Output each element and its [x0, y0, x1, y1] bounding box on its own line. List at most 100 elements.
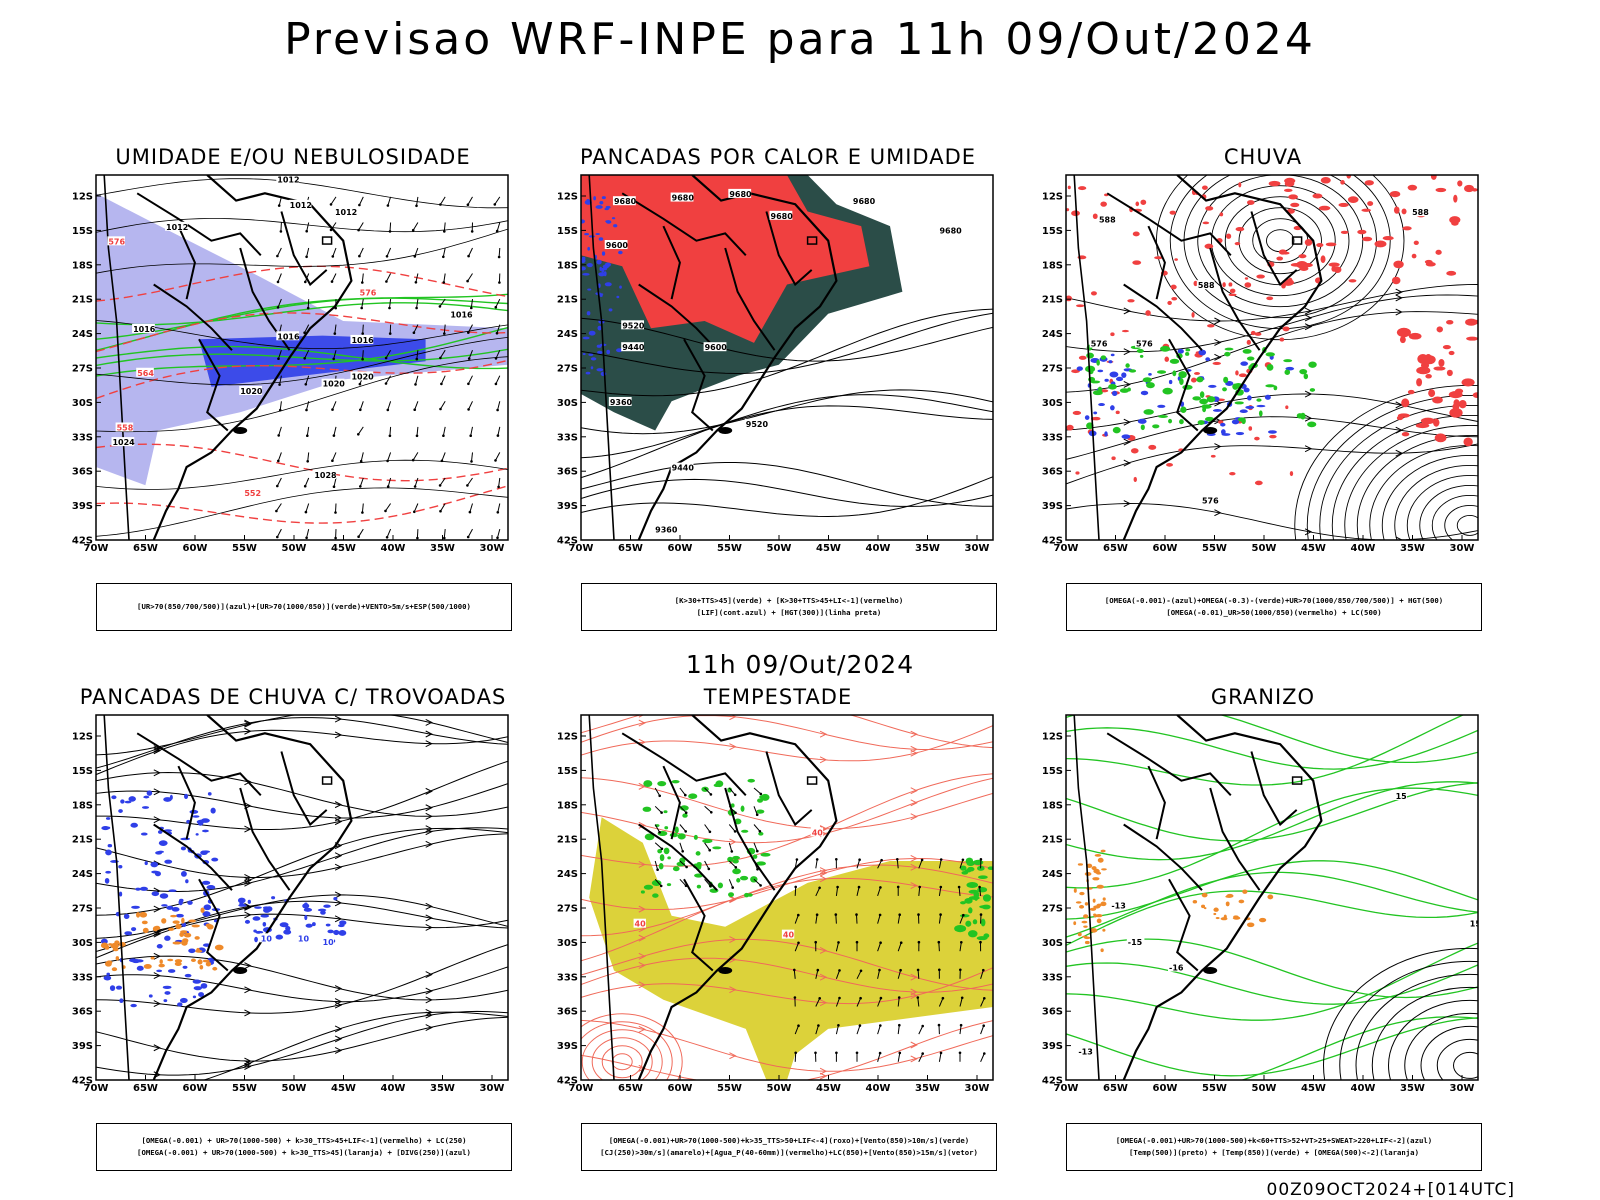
wind-vector — [276, 528, 282, 538]
wind-vector — [361, 503, 364, 513]
contour-label: 9680 — [853, 197, 876, 206]
contour-label-bg — [1126, 936, 1145, 946]
wind850-vector-north-head — [756, 868, 759, 871]
divergence-blue — [183, 793, 189, 800]
divergence-blue — [182, 965, 188, 969]
temp850-contour — [1066, 962, 1478, 1005]
wind850-vector-head — [979, 913, 983, 916]
lon-label: 45W — [816, 543, 841, 554]
contour-label: 1012 — [166, 223, 188, 232]
rain-red-north — [1449, 216, 1461, 224]
panel-title: UMIDADE E/OU NEBULOSIDADE — [115, 145, 471, 169]
streamline-arrow — [425, 812, 433, 820]
rain-red — [1121, 329, 1129, 333]
country-border — [662, 765, 681, 840]
lc500-streamline — [1066, 284, 1478, 322]
wind-vector-head — [466, 279, 469, 283]
wind-vector-head — [386, 204, 390, 207]
lifted-index-contour — [581, 266, 586, 271]
wind-vector — [468, 247, 473, 257]
rain-green — [1266, 363, 1274, 371]
panel-umidade: UMIDADE E/OU NEBULOSIDADE 1012 1012 1012 10… — [58, 145, 528, 635]
lifted-index-contour — [586, 262, 593, 268]
lifted-index-contour — [606, 349, 611, 355]
streamline-arrow — [729, 715, 737, 721]
wind-vector-head — [305, 255, 308, 259]
wind850-vector — [877, 914, 881, 924]
streamline-arrow — [334, 801, 343, 809]
lat-label: 39S — [557, 501, 578, 512]
rain-blue — [1137, 418, 1147, 424]
wind-vector-head — [386, 459, 389, 463]
contour-label-bg — [608, 396, 632, 406]
showers-orange — [141, 920, 148, 925]
divergence-blue — [131, 905, 140, 909]
wind850-vector-north-head — [758, 830, 762, 833]
lat-label: 18S — [557, 260, 578, 271]
wind850-vector — [856, 914, 858, 924]
omega500-orange — [1093, 905, 1101, 909]
wind-vector-head — [278, 383, 281, 386]
rain-blue — [1104, 431, 1108, 437]
streamline-arrow — [1123, 418, 1131, 426]
omega500-orange — [1092, 877, 1100, 881]
legend-line: [OMEGA(-0.001) + UR>70(1000-500) + k>30_… — [141, 1136, 467, 1145]
rain-red — [1111, 456, 1116, 461]
wind850-vector-north-head — [660, 811, 663, 814]
rain-red — [1090, 291, 1097, 296]
streamline-arrow — [638, 1025, 646, 1033]
hgt500-contour-se — [1394, 464, 1478, 540]
streamline-arrow — [819, 973, 828, 981]
lifted-index-contour — [604, 207, 609, 211]
lifted-index-contour — [584, 232, 589, 236]
lon-label: 50W — [282, 1083, 307, 1094]
wind-vector-head — [305, 408, 308, 412]
country-border — [1123, 283, 1203, 351]
rain-blue — [1208, 384, 1217, 388]
rain-green — [1258, 410, 1263, 417]
lifted-index-contour — [596, 293, 604, 296]
rain-red-north — [1290, 202, 1300, 208]
wind850-vector-north — [728, 787, 736, 796]
wind-vector — [440, 401, 446, 410]
showers-orange — [153, 925, 161, 931]
wind850-green — [696, 884, 702, 889]
lc850-streamline — [581, 773, 993, 867]
lat-label: 30S — [72, 398, 93, 409]
wind850-vector-north-head — [733, 830, 737, 833]
wind-vector — [385, 375, 392, 384]
wind-vector — [277, 273, 282, 283]
wind850-vector-north-head — [656, 868, 659, 871]
wind-vector-head — [467, 357, 471, 360]
lagoon — [718, 967, 733, 974]
showers-orange — [194, 936, 200, 940]
streamline-arrow — [819, 947, 828, 954]
country-border — [1209, 787, 1261, 891]
wind-vector — [468, 401, 473, 410]
contour-label: 9360 — [610, 398, 633, 407]
divergence-blue — [157, 830, 163, 834]
streamline-arrow — [425, 924, 433, 931]
wind850-vector-north-head — [684, 793, 687, 797]
footer-timestamp: 00Z09OCT2024+[014UTC] — [1266, 1180, 1515, 1200]
showers-orange — [172, 941, 182, 945]
wind850-vector — [815, 859, 818, 869]
panel-pancadas-calor: PANCADAS POR CALOR E UMIDADE 9680 9680 968… — [543, 145, 1013, 635]
divergence-blue — [140, 832, 148, 836]
lifted-index-contour — [586, 199, 590, 202]
divergence-blue — [106, 826, 111, 830]
streamline-arrow — [1304, 390, 1313, 398]
rain-red — [1132, 231, 1140, 237]
streamline-arrow — [153, 905, 161, 913]
wind-vector — [467, 273, 473, 282]
wind-vector — [330, 196, 337, 205]
wind850-vector-head — [939, 1051, 943, 1055]
coastline — [152, 715, 353, 1080]
streamline-arrow — [819, 1067, 828, 1075]
lon-label: 55W — [232, 1083, 257, 1094]
rain-red — [1076, 304, 1085, 308]
wind850-green — [759, 795, 766, 799]
streamline-arrow — [1123, 500, 1131, 507]
wind850-vector-head — [880, 858, 883, 862]
wind-vector — [387, 196, 392, 206]
